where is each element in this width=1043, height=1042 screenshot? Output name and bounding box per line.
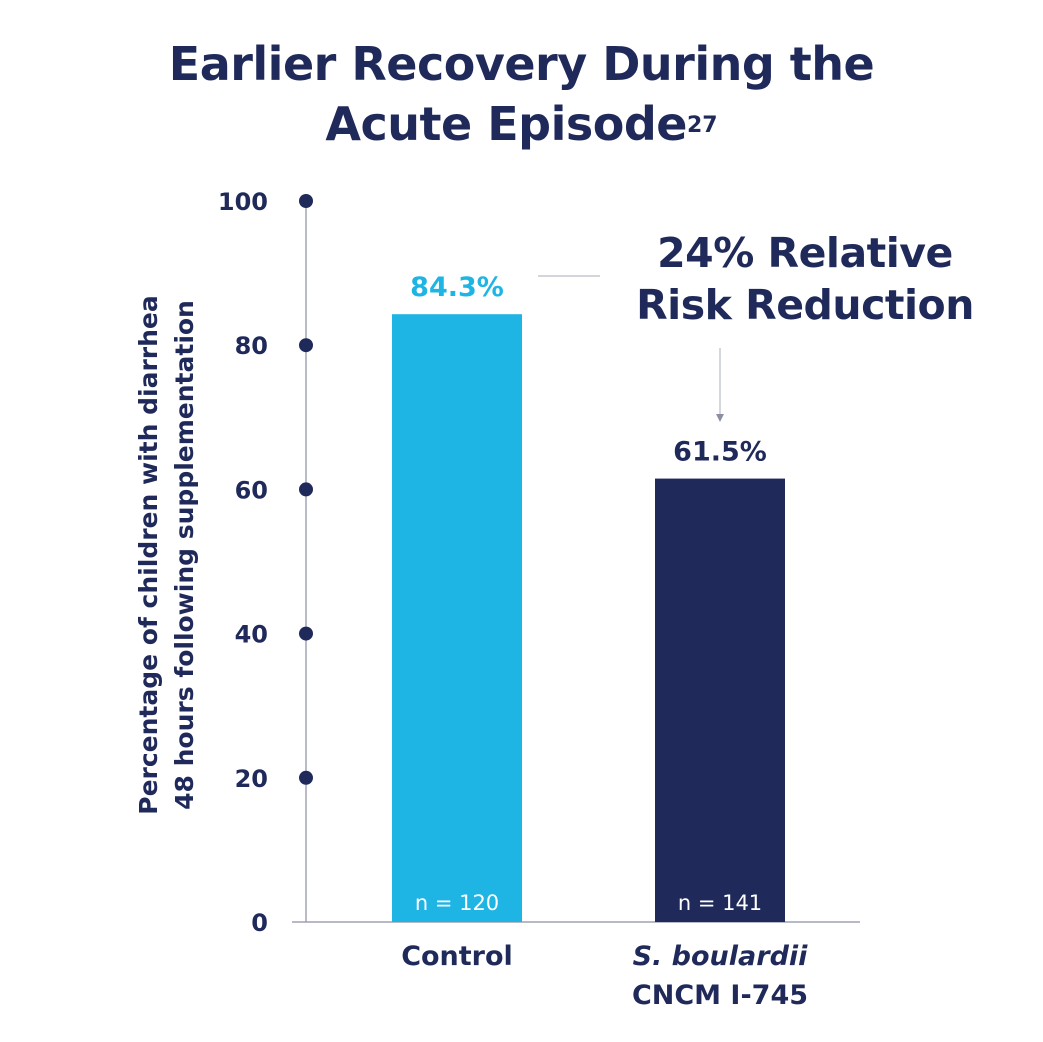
y-tick-dot — [299, 626, 313, 641]
bar-n-label: n = 141 — [678, 891, 762, 915]
y-tick-dot — [299, 482, 313, 497]
chart-title-line-2: Acute Episode27 — [0, 98, 1043, 150]
y-tick-label: 40 — [235, 621, 268, 649]
y-tick-dot — [299, 338, 313, 353]
y-tick-label: 20 — [235, 765, 268, 793]
x-category-sublabel: CNCM I-745 — [632, 980, 808, 1011]
y-tick-label: 60 — [235, 476, 268, 504]
risk-reduction-annotation: 24% Relative Risk Reduction — [585, 227, 1025, 331]
x-category-label: S. boulardii — [633, 941, 809, 972]
y-tick-label: 0 — [251, 909, 268, 937]
chart-title-reference: 27 — [686, 113, 718, 138]
bar — [655, 478, 785, 922]
bar-value-label: 61.5% — [673, 437, 767, 468]
bar-n-label: n = 120 — [415, 891, 499, 915]
x-category-label: Control — [401, 941, 513, 972]
annotation-line-1: 24% Relative — [657, 229, 953, 277]
bar-value-label: 84.3% — [410, 272, 504, 303]
annotation-arrow-head — [716, 414, 724, 422]
chart-title-line-1: Earlier Recovery During the — [168, 37, 875, 91]
y-tick-dot — [299, 770, 313, 785]
bar — [392, 314, 522, 922]
y-tick-label: 80 — [235, 332, 268, 360]
y-tick-dot — [299, 194, 313, 208]
annotation-line-2: Risk Reduction — [636, 281, 974, 329]
chart-title-text: Acute Episode — [325, 97, 687, 151]
y-tick-label: 100 — [218, 188, 268, 216]
